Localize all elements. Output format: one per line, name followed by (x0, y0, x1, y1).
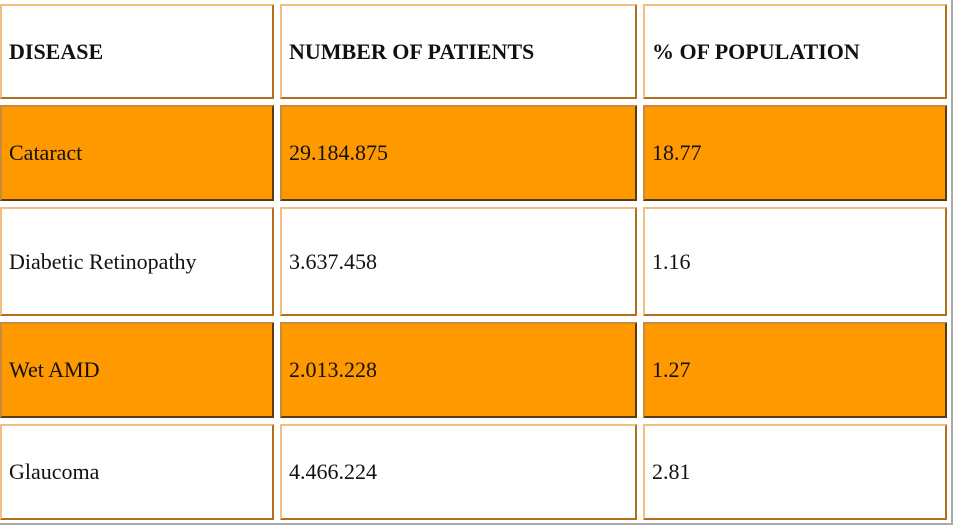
cell-percent: 18.77 (643, 105, 947, 201)
cell-disease: Wet AMD (0, 322, 274, 418)
cell-patients: 3.637.458 (280, 207, 637, 316)
cell-disease: Diabetic Retinopathy (0, 207, 274, 316)
header-number-of-patients: NUMBER OF PATIENTS (280, 4, 637, 99)
cell-percent: 1.27 (643, 322, 947, 418)
cell-disease: Cataract (0, 105, 274, 201)
table-row: Wet AMD 2.013.228 1.27 (0, 322, 947, 418)
header-disease: DISEASE (0, 4, 274, 99)
cell-disease: Glaucoma (0, 424, 274, 520)
table-header-row: DISEASE NUMBER OF PATIENTS % OF POPULATI… (0, 4, 947, 99)
table-row: Glaucoma 4.466.224 2.81 (0, 424, 947, 520)
table-row: Cataract 29.184.875 18.77 (0, 105, 947, 201)
cell-patients: 2.013.228 (280, 322, 637, 418)
cell-patients: 4.466.224 (280, 424, 637, 520)
cell-percent: 1.16 (643, 207, 947, 316)
table-row: Diabetic Retinopathy 3.637.458 1.16 (0, 207, 947, 316)
header-percent-of-population: % OF POPULATION (643, 4, 947, 99)
cell-percent: 2.81 (643, 424, 947, 520)
cell-patients: 29.184.875 (280, 105, 637, 201)
